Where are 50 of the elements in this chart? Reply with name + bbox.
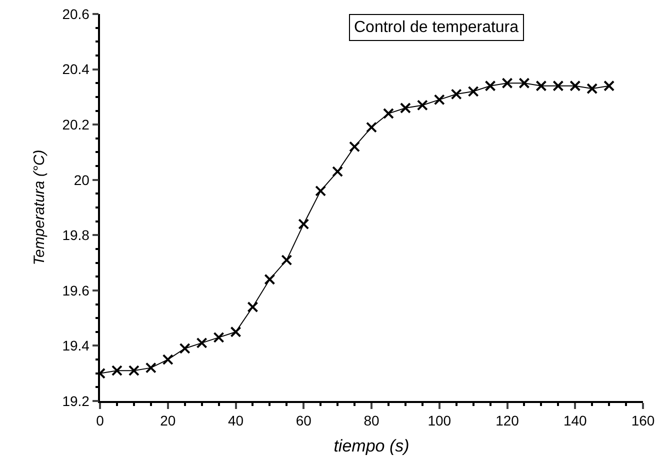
y-tick-label: 20.6 — [62, 6, 90, 22]
point — [315, 185, 326, 196]
point — [382, 108, 394, 120]
chart-title: Control de temperatura — [354, 19, 519, 36]
point — [366, 122, 377, 133]
point — [484, 80, 496, 92]
point — [264, 274, 276, 285]
y-tick-label: 19.8 — [62, 227, 90, 244]
point — [179, 342, 190, 354]
point — [604, 80, 615, 92]
point — [298, 218, 310, 230]
point — [450, 88, 462, 100]
y-tick-label: 19.4 — [62, 338, 90, 354]
point — [552, 80, 564, 92]
point — [570, 80, 581, 92]
point — [468, 86, 479, 97]
point — [111, 365, 122, 376]
point — [434, 94, 445, 106]
point — [502, 78, 513, 89]
x-tick-label: 0 — [96, 412, 104, 429]
point — [213, 332, 224, 343]
x-tick-label: 80 — [364, 412, 380, 429]
point — [196, 337, 208, 348]
point — [518, 78, 530, 89]
point — [145, 362, 156, 374]
point — [400, 102, 411, 114]
point — [332, 166, 344, 178]
point — [586, 83, 598, 94]
point — [536, 80, 547, 92]
y-axis-title: Temperatura (°C) — [30, 150, 48, 266]
point — [128, 365, 140, 376]
point — [230, 326, 242, 338]
point — [349, 141, 360, 152]
point — [247, 302, 258, 313]
point — [416, 100, 428, 111]
y-tick-label: 20.2 — [62, 116, 90, 132]
y-tick-label: 19.6 — [62, 282, 90, 298]
x-tick-label: 40 — [228, 412, 244, 429]
y-tick-label: 20 — [74, 172, 90, 188]
point — [162, 354, 174, 366]
x-tick-label: 120 — [496, 412, 520, 429]
y-tick-label: 20.4 — [62, 61, 90, 78]
x-tick-label: 20 — [160, 412, 176, 429]
x-tick-label: 100 — [428, 412, 452, 429]
y-tick-label: 19.2 — [62, 392, 90, 409]
x-tick-label: 160 — [631, 412, 655, 429]
x-axis-title: tiempo (s) — [334, 436, 410, 456]
x-tick-label: 140 — [563, 412, 588, 429]
x-tick-label: 60 — [296, 412, 312, 429]
point — [281, 254, 292, 266]
